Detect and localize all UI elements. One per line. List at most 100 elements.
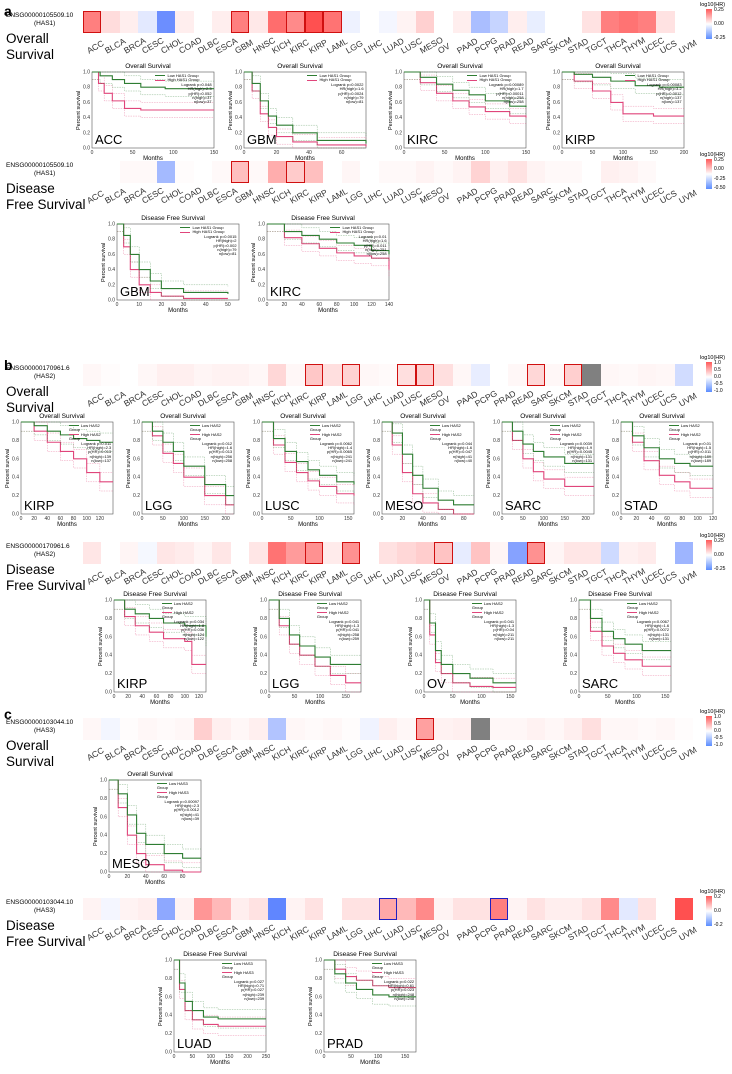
- km-legend: Low HAS1 Group High HAS1 Group Logrank p=0…: [155, 73, 212, 105]
- y-tick-label: 1.0: [553, 70, 560, 76]
- heatmap-cell-kirc: [286, 542, 306, 564]
- heatmap-cell-ucs: [656, 364, 675, 386]
- heatmap-cell-paad: [452, 718, 472, 740]
- legend-swatch: [161, 612, 172, 614]
- y-tick-label: 0.0: [235, 146, 242, 152]
- y-tick-label: 1.0: [133, 420, 140, 426]
- heatmap-cell-laml: [323, 161, 343, 183]
- high-group-survival-curve: [382, 421, 474, 515]
- heatmap-cell-meso: [415, 161, 435, 183]
- km-cancer-label: KIRC: [270, 284, 302, 299]
- cancer-label-uvm: UVM: [676, 744, 698, 763]
- km-stat-line: Logrank p=0.044: [442, 440, 473, 446]
- high-group-ci-line: [324, 959, 416, 979]
- heatmap-cell-thca: [600, 11, 620, 33]
- km-stat-line: Logrank p=0.0022: [331, 81, 364, 87]
- km-chart: 0.0 0.2 0.4 0.6 0.8 1.0 0 20 40 60: [235, 70, 367, 156]
- low-group-ci-line: [114, 599, 207, 628]
- legend-swatch: [316, 612, 327, 614]
- gene-symbol: (HAS3): [34, 907, 56, 914]
- y-tick-label: 0.6: [612, 456, 619, 462]
- y-tick-label: 0.4: [395, 115, 402, 121]
- km-stat-line: HR(high)=1.5: [687, 445, 712, 451]
- x-tick-label: 50: [520, 516, 526, 522]
- y-tick-label: 0.2: [12, 493, 19, 499]
- heatmap-cell-pcpg: [471, 718, 491, 740]
- km-stat-line: p(HR)=0.0024: [338, 90, 364, 96]
- y-axis-label: Percent survival: [546, 90, 552, 130]
- x-tick-label: 150: [506, 694, 515, 700]
- colorbar-tick: -0.25: [714, 175, 726, 182]
- km-legend: Low HAS2 Group High HAS2 Group Logrank p=0…: [68, 423, 111, 464]
- heatmap-cell-meso: [415, 898, 435, 920]
- legend-high-group: High HAS2 Group: [471, 610, 514, 620]
- km-chart: 0.0 0.2 0.4 0.6 0.8 1.0 0 20 40 60 80: [100, 778, 202, 880]
- x-tick-label: 120: [709, 516, 718, 522]
- high-group-survival-curve: [114, 599, 206, 665]
- legend-swatch: [68, 434, 79, 436]
- heatmap-cell-stad: [563, 161, 583, 183]
- heatmap-cell-laml: [323, 364, 343, 386]
- legend-swatch: [371, 972, 382, 974]
- heatmap-cell-kirc: [286, 364, 306, 386]
- legend-low-group: Low HAS1 Group: [307, 73, 363, 78]
- x-tick-label: 20: [159, 302, 165, 308]
- heatmap-cell-ucec: [637, 364, 657, 386]
- km-plot-title: Overall Survival: [639, 413, 685, 420]
- km-stat-line: p(HR)=0.002: [213, 242, 237, 248]
- colorbar: [706, 540, 712, 570]
- km-stat-line: Logrank p=0.00083: [646, 81, 682, 87]
- heatmap-cell-hnsc: [249, 542, 269, 564]
- y-axis-label: Percent survival: [408, 626, 414, 666]
- x-tick-label: 20: [31, 516, 37, 522]
- heatmap-cell-tgct: [582, 11, 602, 33]
- high-group-survival-curve: [424, 599, 516, 688]
- km-cancer-label: KIRP: [117, 676, 148, 691]
- low-group-survival-curve: [404, 71, 527, 107]
- heatmap-cell-thym: [619, 364, 639, 386]
- heatmap-cell-lgg: [341, 898, 361, 920]
- colorbar-tick: 1.0: [714, 360, 721, 366]
- heatmap-cell-chol: [156, 718, 176, 740]
- x-tick-label: 0: [173, 1054, 176, 1060]
- heatmap-cell-lusc: [397, 718, 417, 740]
- legend-high-group: High HAS2 Group: [161, 610, 204, 620]
- km-plot-title: Disease Free Survival: [588, 591, 652, 598]
- low-group-survival-curve: [109, 779, 201, 859]
- low-group-survival-curve: [269, 599, 361, 665]
- km-legend: Low HAS2 Group High HAS2 Group Logrank p=0…: [549, 423, 592, 464]
- y-tick-label: 0.4: [570, 653, 577, 659]
- legend-high-group: High HAS2 Group: [668, 432, 711, 442]
- colorbar-tick: 0.25: [714, 538, 724, 544]
- low-group-ci-line: [109, 779, 201, 850]
- y-tick-label: 1.0: [100, 778, 107, 784]
- y-axis-label: Percent survival: [5, 448, 11, 488]
- heatmap-cell-ucs: [656, 718, 675, 740]
- heatmap-cell-dlbc: [193, 898, 213, 920]
- heatmap-cell-pcpg: [471, 364, 491, 386]
- y-tick-label: 0.0: [133, 512, 140, 518]
- low-group-ci-line: [262, 421, 355, 476]
- low-group-ci-line: [562, 71, 684, 80]
- y-tick-label: 0.6: [570, 634, 577, 640]
- plot-frame: [620, 421, 714, 515]
- x-tick-label: 200: [581, 516, 590, 522]
- y-tick-label: 0.6: [100, 814, 107, 820]
- legend-swatch: [330, 231, 341, 233]
- cancer-label-uvm: UVM: [676, 187, 698, 206]
- low-group-ci-line: [109, 789, 201, 868]
- colorbar-tick: 0.00: [714, 552, 724, 558]
- low-group-ci-line: [579, 599, 671, 642]
- km-cancer-label: SARC: [505, 498, 542, 513]
- x-tick-label: 100: [619, 150, 628, 156]
- y-tick-label: 0.8: [260, 616, 267, 622]
- x-tick-label: 100: [632, 694, 641, 700]
- high-group-survival-curve: [562, 71, 684, 117]
- km-plot-title: Overall Survival: [400, 413, 446, 420]
- km-legend: Low HAS3 Group High HAS3 Group Logrank p=0…: [156, 781, 199, 822]
- x-tick-label: 80: [680, 516, 686, 522]
- x-tick-label: 150: [210, 150, 219, 156]
- heatmap-cell-brca: [119, 718, 139, 740]
- y-tick-label: 0.2: [100, 851, 107, 857]
- low-group-ci-line: [174, 959, 266, 1010]
